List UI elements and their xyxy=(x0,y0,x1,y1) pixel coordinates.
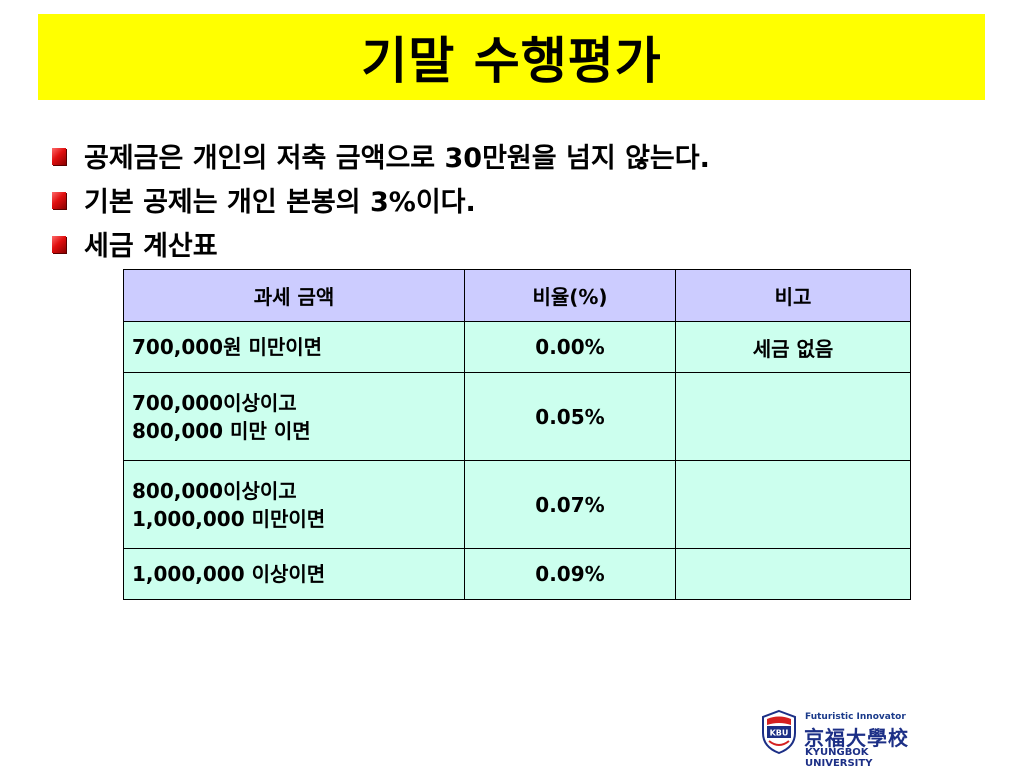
amount-line: 700,000원 미만이면 xyxy=(132,335,323,359)
shield-emblem-icon: KBU xyxy=(762,709,796,755)
cell-amount: 800,000이상이고 1,000,000 미만이면 xyxy=(123,460,465,549)
header-rate: 비율(%) xyxy=(464,269,676,322)
table-header-row: 과세 금액 비율(%) 비고 xyxy=(123,269,911,322)
table-row: 700,000원 미만이면 0.00% 세금 없음 xyxy=(123,321,911,373)
table-row: 800,000이상이고 1,000,000 미만이면 0.07% xyxy=(123,460,911,549)
logo-tagline: Futuristic Innovator xyxy=(805,712,906,722)
cell-note xyxy=(675,460,911,549)
table-row: 1,000,000 이상이면 0.09% xyxy=(123,548,911,600)
emblem-text: KBU xyxy=(770,729,789,738)
cell-note: 세금 없음 xyxy=(675,321,911,373)
title-bar: 기말 수행평가 xyxy=(38,14,985,100)
header-note: 비고 xyxy=(675,269,911,322)
logo-name-en: KYUNGBOK UNIVERSITY xyxy=(805,747,873,769)
tax-table: 과세 금액 비율(%) 비고 700,000원 미만이면 0.00% 세금 없음… xyxy=(123,269,911,600)
cell-rate: 0.07% xyxy=(464,460,676,549)
amount-line: 1,000,000 미만이면 xyxy=(132,506,326,531)
cell-amount: 700,000이상이고 800,000 미만 이면 xyxy=(123,372,465,461)
bullet-item: 공제금은 개인의 저축 금액으로 30만원을 넘지 않는다. xyxy=(52,133,992,177)
square-bullet-icon xyxy=(52,191,66,209)
square-bullet-icon xyxy=(52,235,66,253)
bullet-item: 세금 계산표 xyxy=(52,221,992,265)
header-amount: 과세 금액 xyxy=(123,269,465,322)
cell-note xyxy=(675,548,911,600)
bullet-item: 기본 공제는 개인 본봉의 3%이다. xyxy=(52,177,992,221)
cell-amount: 700,000원 미만이면 xyxy=(123,321,465,373)
cell-note xyxy=(675,372,911,461)
slide-title: 기말 수행평가 xyxy=(361,32,662,90)
amount-line: 800,000 미만 이면 xyxy=(132,418,311,443)
logo-name-cjk: 京福大學校 xyxy=(804,726,909,750)
amount-line: 800,000이상이고 xyxy=(132,478,297,503)
cell-amount: 1,000,000 이상이면 xyxy=(123,548,465,600)
cell-rate: 0.09% xyxy=(464,548,676,600)
amount-line: 1,000,000 이상이면 xyxy=(132,562,326,586)
bullet-text: 기본 공제는 개인 본봉의 3%이다. xyxy=(84,186,476,218)
cell-rate: 0.00% xyxy=(464,321,676,373)
cell-rate: 0.05% xyxy=(464,372,676,461)
university-logo: KBU Futuristic Innovator 京福大學校 KYUNGBOK … xyxy=(760,707,930,769)
bullet-text: 세금 계산표 xyxy=(84,230,218,262)
table-row: 700,000이상이고 800,000 미만 이면 0.05% xyxy=(123,372,911,461)
bullet-text: 공제금은 개인의 저축 금액으로 30만원을 넘지 않는다. xyxy=(84,142,710,174)
bullet-list: 공제금은 개인의 저축 금액으로 30만원을 넘지 않는다. 기본 공제는 개인… xyxy=(52,133,992,265)
amount-line: 700,000이상이고 xyxy=(132,390,297,415)
square-bullet-icon xyxy=(52,147,66,165)
